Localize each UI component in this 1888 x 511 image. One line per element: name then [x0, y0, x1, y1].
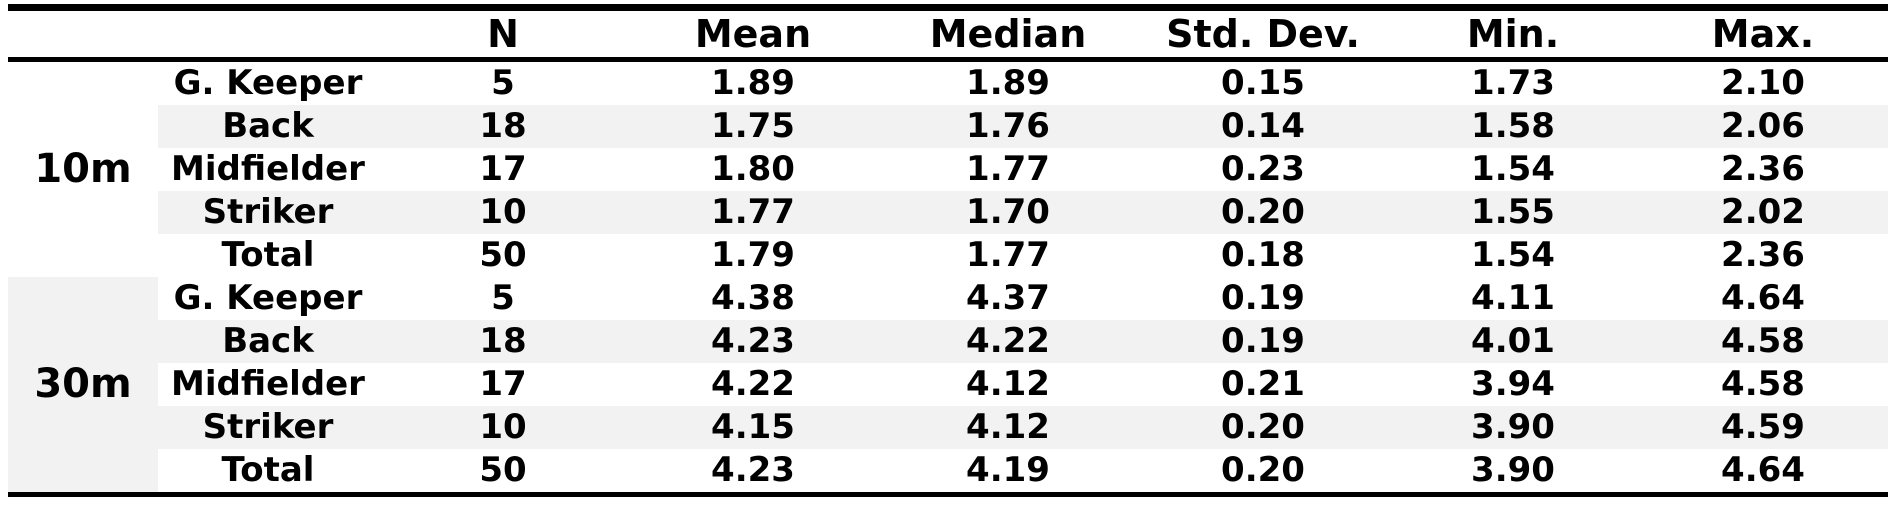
- max-cell: 2.02: [1638, 191, 1888, 234]
- max-cell: 2.36: [1721, 235, 1805, 275]
- table-row: Midfielder 17 4.22 4.12 0.21 3.94 4.58: [8, 363, 1888, 406]
- std-dev-cell: 0.19: [1138, 320, 1388, 363]
- table-row: 30m G. Keeper 5 4.38 4.37 0.19 4.11 4.64: [8, 277, 1888, 495]
- n-cell: 17: [479, 364, 527, 404]
- mean-cell: 4.15: [628, 406, 878, 449]
- mean-cell: 4.22: [711, 364, 795, 404]
- mean-cell: 4.23: [628, 320, 878, 363]
- median-cell: 4.37: [966, 278, 1050, 318]
- mean-cell: 1.75: [628, 105, 878, 148]
- min-cell: 3.90: [1388, 406, 1638, 449]
- min-cell: 3.94: [1471, 364, 1555, 404]
- position-cell: G. Keeper: [173, 63, 363, 103]
- n-cell: 18: [378, 320, 628, 363]
- median-cell: 1.76: [878, 105, 1138, 148]
- min-cell: 4.11: [1471, 278, 1555, 318]
- table-row: Striker 10 4.15 4.12 0.20 3.90 4.59: [8, 406, 1888, 449]
- group-label: 10m: [8, 59, 158, 277]
- header-median: Median: [878, 4, 1138, 62]
- group-label: 30m: [8, 277, 158, 495]
- table-row: Total 50 1.79 1.77 0.18 1.54 2.36: [8, 234, 1888, 277]
- max-cell: 4.58: [1638, 320, 1888, 363]
- median-cell: 4.22: [878, 320, 1138, 363]
- max-cell: 4.64: [1721, 450, 1805, 490]
- std-dev-cell: 0.18: [1221, 235, 1305, 275]
- mean-cell: 4.38: [711, 278, 795, 318]
- mean-cell: 1.79: [711, 235, 795, 275]
- max-cell: 2.06: [1638, 105, 1888, 148]
- std-dev-cell: 0.23: [1221, 149, 1305, 189]
- n-cell: 10: [378, 406, 628, 449]
- std-dev-cell: 0.19: [1221, 278, 1305, 318]
- header-min: Min.: [1388, 4, 1638, 62]
- n-cell: 50: [479, 235, 527, 275]
- std-dev-cell: 0.14: [1138, 105, 1388, 148]
- sprint-stats-table: N Mean Median Std. Dev. Min. Max. 10m G. …: [8, 4, 1888, 497]
- n-cell: 18: [378, 105, 628, 148]
- min-cell: 1.55: [1388, 191, 1638, 234]
- median-cell: 4.12: [878, 406, 1138, 449]
- position-cell: Midfielder: [171, 364, 365, 404]
- median-cell: 1.89: [966, 63, 1050, 103]
- position-cell: Back: [158, 105, 378, 148]
- std-dev-cell: 0.20: [1221, 450, 1305, 490]
- median-cell: 1.77: [966, 149, 1050, 189]
- table-row: Back 18 4.23 4.22 0.19 4.01 4.58: [8, 320, 1888, 363]
- n-cell: 5: [491, 278, 515, 318]
- median-cell: 1.77: [966, 235, 1050, 275]
- std-dev-cell: 0.20: [1138, 191, 1388, 234]
- header-max: Max.: [1638, 4, 1888, 62]
- max-cell: 4.58: [1721, 364, 1805, 404]
- min-cell: 4.01: [1388, 320, 1638, 363]
- max-cell: 4.59: [1638, 406, 1888, 449]
- std-dev-cell: 0.15: [1221, 63, 1305, 103]
- median-cell: 1.70: [878, 191, 1138, 234]
- header-mean: Mean: [628, 4, 878, 62]
- mean-cell: 1.80: [711, 149, 795, 189]
- position-cell: Back: [158, 320, 378, 363]
- n-cell: 10: [378, 191, 628, 234]
- min-cell: 1.54: [1471, 235, 1555, 275]
- mean-cell: 1.89: [711, 63, 795, 103]
- max-cell: 4.64: [1721, 278, 1805, 318]
- table-row: Midfielder 17 1.80 1.77 0.23 1.54 2.36: [8, 148, 1888, 191]
- stats-table-container: N Mean Median Std. Dev. Min. Max. 10m G. …: [8, 4, 1888, 497]
- position-cell: G. Keeper: [173, 278, 363, 318]
- n-cell: 17: [479, 149, 527, 189]
- header-n: N: [378, 4, 628, 62]
- position-cell: Midfielder: [171, 149, 365, 189]
- max-cell: 2.10: [1721, 63, 1805, 103]
- table-row: Striker 10 1.77 1.70 0.20 1.55 2.02: [8, 191, 1888, 234]
- mean-cell: 4.23: [711, 450, 795, 490]
- header-position: [158, 4, 378, 62]
- std-dev-cell: 0.21: [1221, 364, 1305, 404]
- position-cell: Striker: [158, 406, 378, 449]
- header-row: N Mean Median Std. Dev. Min. Max.: [8, 4, 1888, 62]
- n-cell: 5: [491, 63, 515, 103]
- n-cell: 50: [479, 450, 527, 490]
- position-cell: Striker: [158, 191, 378, 234]
- table-row: 10m G. Keeper 5 1.89 1.89 0.15 1.73 2.10: [8, 59, 1888, 277]
- header-std-dev: Std. Dev.: [1138, 4, 1388, 62]
- position-cell: Total: [221, 235, 315, 275]
- max-cell: 2.36: [1721, 149, 1805, 189]
- header-group: [8, 4, 158, 62]
- std-dev-cell: 0.20: [1138, 406, 1388, 449]
- table-body: 10m G. Keeper 5 1.89 1.89 0.15 1.73 2.10 Back 18 1…: [8, 59, 1888, 495]
- min-cell: 1.58: [1388, 105, 1638, 148]
- table-row: Total 50 4.23 4.19 0.20 3.90 4.64: [8, 449, 1888, 495]
- table-row: Back 18 1.75 1.76 0.14 1.58 2.06: [8, 105, 1888, 148]
- min-cell: 1.54: [1471, 149, 1555, 189]
- mean-cell: 1.77: [628, 191, 878, 234]
- position-cell: Total: [221, 450, 315, 490]
- median-cell: 4.19: [966, 450, 1050, 490]
- min-cell: 1.73: [1471, 63, 1555, 103]
- median-cell: 4.12: [966, 364, 1050, 404]
- min-cell: 3.90: [1471, 450, 1555, 490]
